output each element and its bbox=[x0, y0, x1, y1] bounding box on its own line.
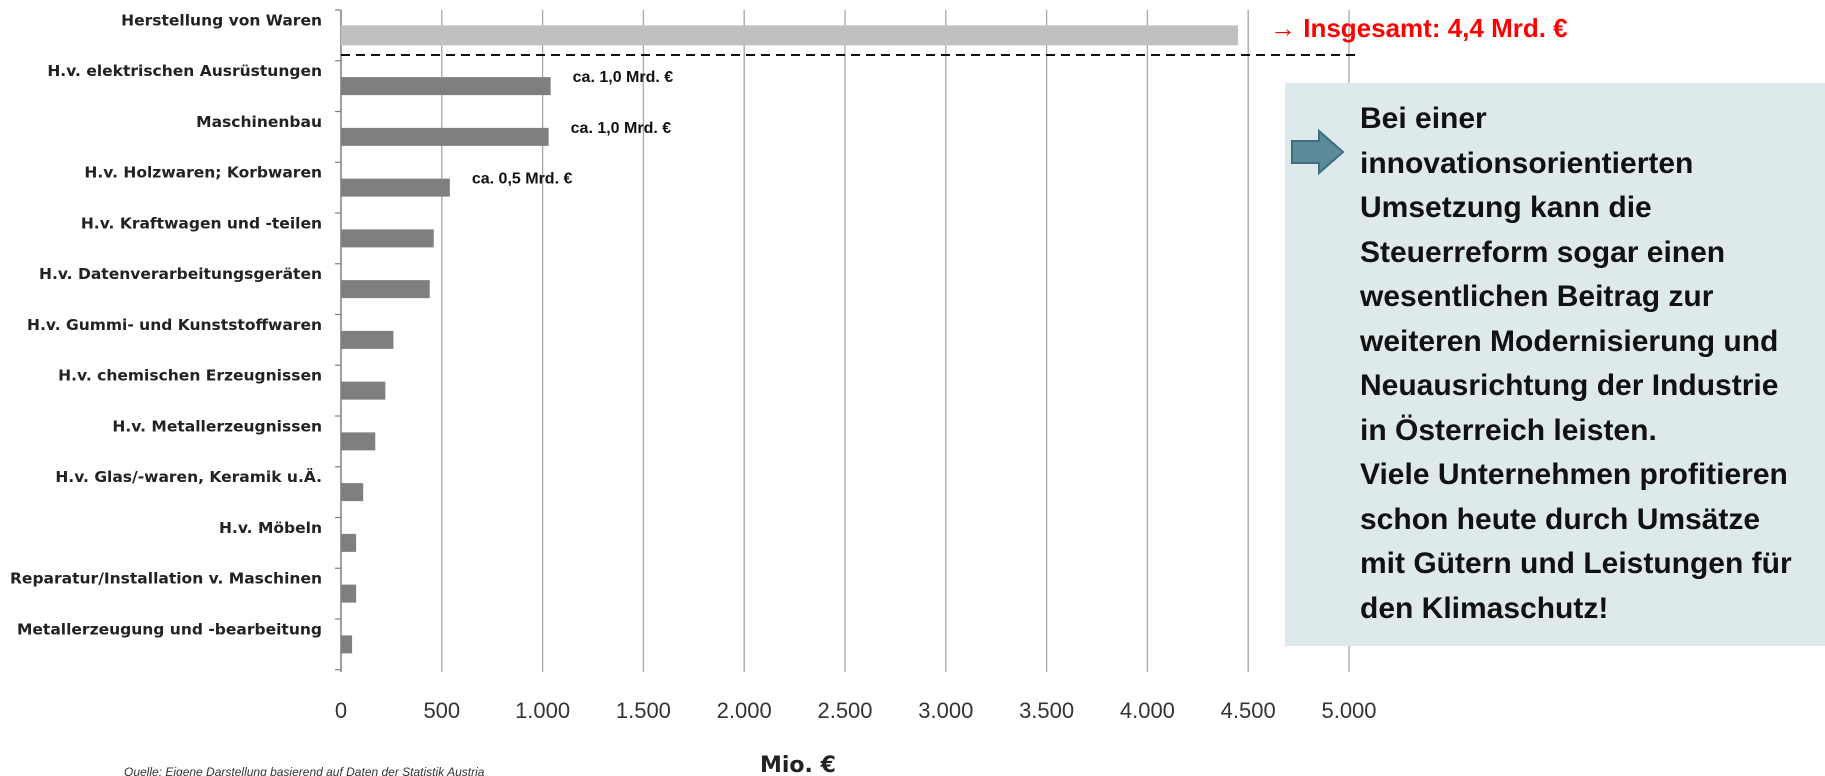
category-label: H.v. chemischen Erzeugnissen bbox=[58, 367, 322, 385]
x-tick-label: 1.000 bbox=[515, 698, 570, 723]
bar bbox=[341, 178, 450, 197]
x-tick-label: 2.500 bbox=[817, 698, 872, 723]
x-tick-label: 4.500 bbox=[1221, 698, 1276, 723]
bar bbox=[341, 584, 357, 603]
callout-line: weiteren Modernisierung und bbox=[1360, 324, 1779, 358]
callout-line: schon heute durch Umsätze bbox=[1360, 502, 1761, 536]
bar bbox=[341, 483, 364, 502]
category-label: H.v. elektrischen Ausrüstungen bbox=[47, 62, 322, 80]
bar-annotation: ca. 1,0 Mrd. € bbox=[571, 120, 672, 137]
x-tick-label: 0 bbox=[335, 698, 347, 723]
right-arrow-icon bbox=[1291, 128, 1345, 176]
category-label: Maschinenbau bbox=[196, 113, 322, 131]
callout-line: Neuausrichtung der Industrie bbox=[1360, 369, 1779, 402]
x-tick-label: 3.000 bbox=[918, 698, 973, 723]
callout-line: in Österreich leisten. bbox=[1360, 413, 1657, 447]
source-note: Quelle: Eigene Darstellung basierend auf… bbox=[124, 765, 485, 776]
x-tick-label: 4.000 bbox=[1120, 698, 1175, 723]
callout-box: Bei einer innovationsorientierten Umsetz… bbox=[1285, 83, 1825, 646]
bar bbox=[341, 635, 353, 654]
category-label: H.v. Glas/-waren, Keramik u.Ä. bbox=[55, 467, 322, 486]
category-label: H.v. Metallerzeugnissen bbox=[112, 417, 322, 435]
bar bbox=[341, 127, 549, 146]
bar-annotation: ca. 0,5 Mrd. € bbox=[472, 171, 573, 188]
x-axis-label: Mio. € bbox=[760, 753, 836, 776]
category-label: Metallerzeugung und -bearbeitung bbox=[17, 620, 322, 638]
bar bbox=[341, 280, 430, 299]
category-label: Herstellung von Waren bbox=[121, 11, 322, 29]
bar bbox=[341, 381, 386, 400]
bar-annotation: ca. 1,0 Mrd. € bbox=[573, 69, 674, 86]
bar-annotations: ca. 1,0 Mrd. € ca. 1,0 Mrd. € ca. 0,5 Mrd.… bbox=[472, 69, 673, 188]
bar bbox=[341, 432, 376, 451]
x-tick-label: 5.000 bbox=[1321, 698, 1376, 723]
x-tick-label: 500 bbox=[423, 698, 460, 723]
category-labels: Herstellung von Waren H.v. elektrischen A… bbox=[10, 11, 322, 638]
bars bbox=[341, 25, 1239, 654]
x-tick-label: 2.000 bbox=[717, 698, 772, 723]
callout-line: Bei einer bbox=[1360, 102, 1487, 135]
callout-line: innovationsorientierten bbox=[1360, 146, 1694, 180]
x-tick-label: 1.500 bbox=[616, 698, 671, 723]
callout-line: Viele Unternehmen profitieren bbox=[1360, 458, 1788, 491]
bar bbox=[341, 229, 434, 248]
bar bbox=[341, 330, 394, 349]
x-tick-label: 3.500 bbox=[1019, 698, 1074, 723]
callout-line: den Klimaschutz! bbox=[1360, 591, 1609, 625]
category-label: H.v. Datenverarbeitungsgeräten bbox=[39, 265, 322, 283]
category-label: H.v. Möbeln bbox=[219, 519, 322, 537]
bar bbox=[341, 77, 551, 96]
callout-line: wesentlichen Beitrag zur bbox=[1360, 280, 1714, 313]
category-label: H.v. Kraftwagen und -teilen bbox=[81, 214, 322, 232]
bar bbox=[341, 533, 357, 552]
category-label: H.v. Gummi- und Kunststoffwaren bbox=[27, 316, 322, 334]
x-tick-labels: 0 500 1.000 1.500 2.000 2.500 3.000 3.500 4.000 4… bbox=[335, 698, 1377, 723]
bar bbox=[341, 25, 1239, 46]
total-annotation: → Insgesamt: 4,4 Mrd. € bbox=[1270, 13, 1568, 43]
gridlines bbox=[335, 9, 1350, 672]
category-label: H.v. Holzwaren; Korbwaren bbox=[84, 164, 322, 182]
callout-text: Bei einer innovationsorientierten Umsetz… bbox=[1360, 97, 1817, 631]
callout-line: Steuerreform sogar einen bbox=[1360, 235, 1726, 269]
category-label: Reparatur/Installation v. Maschinen bbox=[10, 570, 322, 588]
callout-line: Umsetzung kann die bbox=[1360, 191, 1652, 224]
callout-line: mit Gütern und Leistungen für bbox=[1360, 547, 1792, 580]
